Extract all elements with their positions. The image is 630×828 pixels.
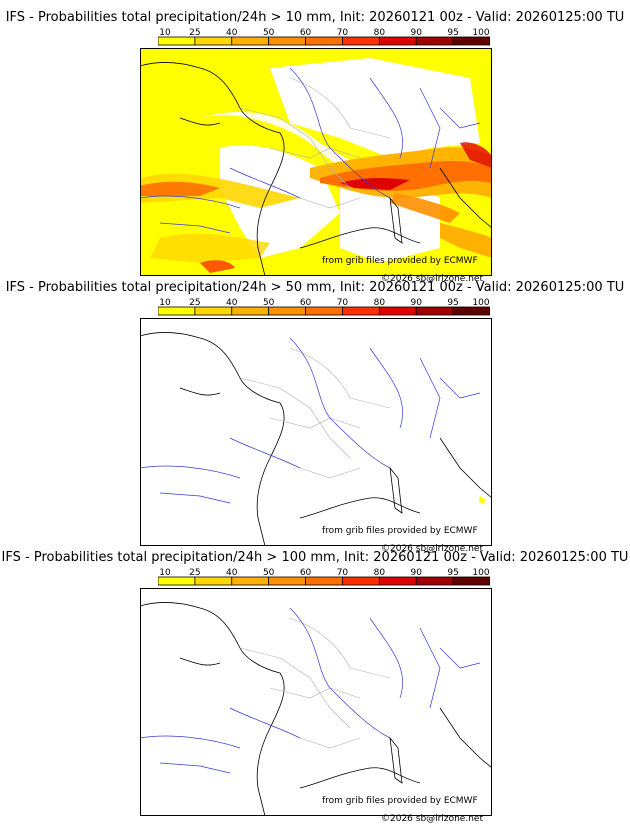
- legend-swatch: [231, 306, 270, 316]
- legend-swatch: [452, 306, 490, 316]
- legend-swatch: [342, 576, 380, 586]
- credit-copyright: ©2026 sb@irizone.net: [381, 814, 483, 824]
- legend-swatch: [378, 306, 417, 316]
- legend-tick-label: 90: [410, 568, 422, 578]
- panel-title: IFS - Probabilities total precipitation/…: [5, 280, 625, 295]
- legend-swatch: [268, 36, 306, 46]
- map-lines: [140, 602, 492, 816]
- legend-tick-label: 25: [189, 298, 200, 308]
- legend-swatch: [415, 36, 454, 46]
- legend-swatch: [158, 36, 196, 46]
- legend-tick-label: 80: [374, 28, 386, 38]
- legend-tick-label: 70: [337, 568, 349, 578]
- legend-swatch: [415, 576, 454, 586]
- legend-tick-label: 40: [226, 298, 238, 308]
- legend-tick-label: 10: [159, 298, 171, 308]
- legend-swatch: [305, 36, 343, 46]
- legend-tick-label: 90: [410, 298, 422, 308]
- legend-swatch: [268, 306, 306, 316]
- forecast-map: [140, 588, 492, 816]
- credit-copyright: ©2026 sb@irizone.net: [381, 544, 483, 554]
- legend-swatch: [268, 576, 306, 586]
- credit-source: from grib files provided by ECMWF: [322, 796, 478, 806]
- credit-copyright: ©2026 sb@irizone.net: [381, 274, 483, 284]
- legend-tick-label: 50: [263, 298, 275, 308]
- legend-swatch: [452, 36, 490, 46]
- precip-field: [479, 496, 486, 504]
- legend-swatch: [305, 576, 343, 586]
- legend-tick-label: 70: [337, 28, 349, 38]
- legend-tick-label: 60: [300, 568, 312, 578]
- legend-tick-label: 25: [189, 568, 200, 578]
- credit-source: from grib files provided by ECMWF: [322, 256, 478, 266]
- legend-tick-label: 95: [447, 28, 458, 38]
- map-lines: [140, 62, 492, 276]
- legend-colorbar: 10 25 40 50 60 70 80 90 95 100: [158, 568, 490, 586]
- legend-swatch: [378, 36, 417, 46]
- legend-swatch: [452, 576, 490, 586]
- legend-tick-label: 100: [472, 568, 489, 578]
- legend-tick-label: 50: [263, 28, 275, 38]
- panel-100mm: IFS - Probabilities total precipitation/…: [0, 550, 630, 824]
- panel-10mm: IFS - Probabilities total precipitation/…: [0, 10, 630, 284]
- legend-swatch: [378, 576, 417, 586]
- legend-tick-label: 40: [226, 568, 238, 578]
- panel-title: IFS - Probabilities total precipitation/…: [1, 550, 629, 565]
- legend-tick-label: 60: [300, 298, 312, 308]
- legend-tick-label: 10: [159, 28, 171, 38]
- legend-tick-label: 25: [189, 28, 200, 38]
- panel-title: IFS - Probabilities total precipitation/…: [5, 10, 625, 25]
- panel-50mm: IFS - Probabilities total precipitation/…: [0, 280, 630, 554]
- legend-tick-label: 80: [374, 298, 386, 308]
- precip-field: [140, 58, 492, 273]
- legend-colorbar: 10 25 40 50 60 70 80 90 95 100: [158, 28, 490, 46]
- legend-swatch: [194, 36, 233, 46]
- legend-swatch: [158, 576, 196, 586]
- legend-tick-label: 10: [159, 568, 171, 578]
- legend-swatch: [342, 36, 380, 46]
- map-lines: [140, 332, 492, 546]
- legend-tick-label: 100: [472, 298, 489, 308]
- legend-swatch: [415, 306, 454, 316]
- legend-swatch: [194, 576, 233, 586]
- legend-tick-label: 95: [447, 298, 458, 308]
- forecast-map: [140, 48, 492, 276]
- legend-swatch: [305, 306, 343, 316]
- legend-tick-label: 60: [300, 28, 312, 38]
- legend-tick-label: 50: [263, 568, 275, 578]
- legend-swatch: [231, 36, 270, 46]
- legend-tick-label: 80: [374, 568, 386, 578]
- legend-swatch: [342, 306, 380, 316]
- legend-tick-label: 40: [226, 28, 238, 38]
- credit-source: from grib files provided by ECMWF: [322, 526, 478, 536]
- legend-swatch: [231, 576, 270, 586]
- legend-tick-label: 95: [447, 568, 458, 578]
- legend-tick-label: 90: [410, 28, 422, 38]
- legend-swatch: [158, 306, 196, 316]
- forecast-map: [140, 318, 492, 546]
- legend-swatch: [194, 306, 233, 316]
- legend-colorbar: 10 25 40 50 60 70 80 90 95 100: [158, 298, 490, 316]
- legend-tick-label: 70: [337, 298, 349, 308]
- legend-tick-label: 100: [472, 28, 489, 38]
